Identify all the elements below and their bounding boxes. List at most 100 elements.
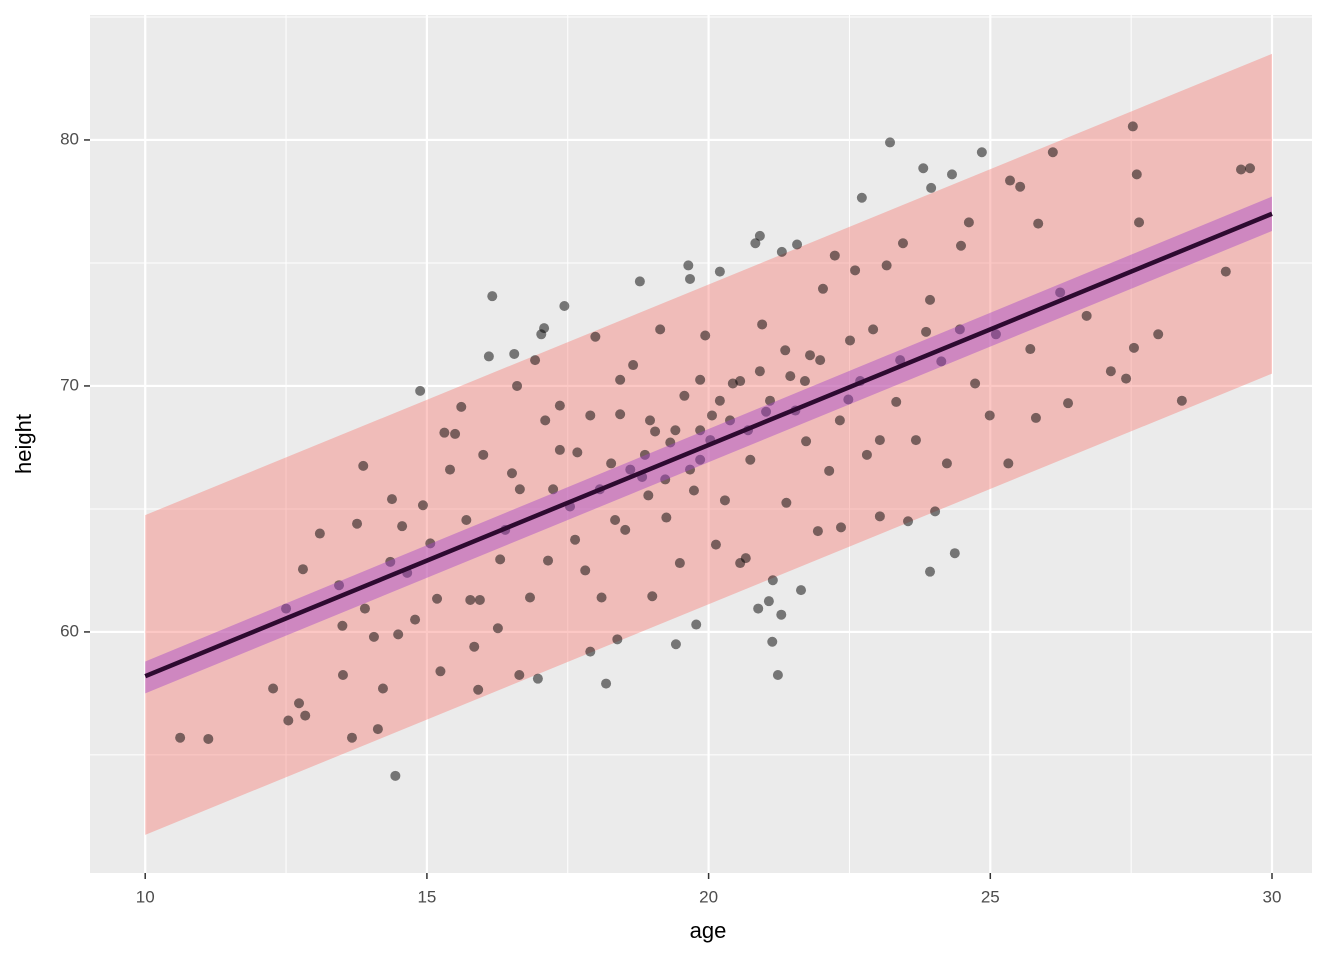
data-point [679, 390, 690, 401]
data-point [805, 350, 816, 361]
data-point [358, 460, 369, 471]
data-point [665, 437, 676, 448]
data-point [634, 276, 645, 287]
data-point [643, 490, 654, 501]
data-point [410, 614, 421, 625]
data-point [337, 669, 348, 680]
y-tick-label: 70 [60, 375, 79, 394]
data-point [385, 556, 396, 567]
data-point [796, 585, 807, 596]
data-point [941, 458, 952, 469]
data-point [294, 698, 305, 709]
x-tick-label: 15 [417, 887, 436, 906]
plot-panel [90, 15, 1312, 873]
data-point [1128, 342, 1139, 353]
data-point [514, 484, 525, 495]
data-point [745, 454, 756, 465]
data-point [1134, 217, 1145, 228]
data-point [954, 324, 965, 335]
data-point [670, 425, 681, 436]
data-point [930, 506, 941, 517]
data-point [432, 593, 443, 604]
data-point [874, 511, 885, 522]
data-point [492, 623, 503, 634]
y-axis-title: height [11, 414, 36, 474]
x-axis-title: age [690, 918, 727, 943]
data-point [559, 301, 570, 312]
x-tick-label: 25 [981, 887, 1000, 906]
data-point [918, 163, 929, 174]
data-point [297, 564, 308, 575]
data-point [439, 427, 450, 438]
data-point [512, 380, 523, 391]
data-point [767, 636, 778, 647]
data-point [393, 629, 404, 640]
data-point [956, 240, 967, 251]
data-point [685, 273, 696, 284]
data-point [765, 395, 776, 406]
data-point [478, 449, 489, 460]
data-point [792, 239, 803, 250]
data-point [834, 415, 845, 426]
data-point [655, 324, 666, 335]
data-point [465, 594, 476, 605]
data-point [445, 464, 456, 475]
data-point [710, 539, 721, 550]
data-point [685, 464, 696, 475]
data-point [817, 283, 828, 294]
data-point [539, 323, 550, 334]
data-point [612, 634, 623, 645]
data-point [781, 497, 792, 508]
data-point [861, 449, 872, 460]
data-point [473, 684, 484, 695]
data-point [925, 294, 936, 305]
data-point [897, 238, 908, 249]
data-point [753, 603, 764, 614]
data-point [754, 366, 765, 377]
data-point [695, 454, 706, 465]
data-point [596, 592, 607, 603]
data-point [1105, 366, 1116, 377]
data-point [799, 376, 810, 387]
data-point [1015, 181, 1026, 192]
data-point [585, 646, 596, 657]
data-point [483, 351, 494, 362]
data-point [695, 425, 706, 436]
data-point [683, 260, 694, 271]
data-point [921, 326, 932, 337]
data-point [970, 378, 981, 389]
data-point [946, 169, 957, 180]
x-tick-label: 10 [136, 887, 155, 906]
data-point [714, 266, 725, 277]
data-point [868, 324, 879, 335]
data-point [785, 371, 796, 382]
data-point [850, 265, 861, 276]
data-point [688, 485, 699, 496]
data-point [1003, 458, 1014, 469]
data-point [1121, 373, 1132, 384]
data-point [829, 250, 840, 261]
data-point [554, 400, 565, 411]
data-point [585, 410, 596, 421]
x-tick-label: 20 [699, 887, 718, 906]
data-point [963, 217, 974, 228]
data-point [352, 518, 363, 529]
data-point [1236, 164, 1247, 175]
data-point [1063, 398, 1074, 409]
data-point [1176, 395, 1187, 406]
data-point [926, 182, 937, 193]
data-point [601, 678, 612, 689]
data-point [346, 732, 357, 743]
data-point [540, 415, 551, 426]
data-point [714, 395, 725, 406]
data-point [390, 770, 401, 781]
data-point [532, 673, 543, 684]
data-point [647, 591, 658, 602]
data-point [548, 484, 559, 495]
data-point [1055, 287, 1066, 298]
data-point [925, 566, 936, 577]
x-tick-label: 30 [1263, 887, 1282, 906]
data-point [1033, 218, 1044, 229]
data-point [891, 396, 902, 407]
